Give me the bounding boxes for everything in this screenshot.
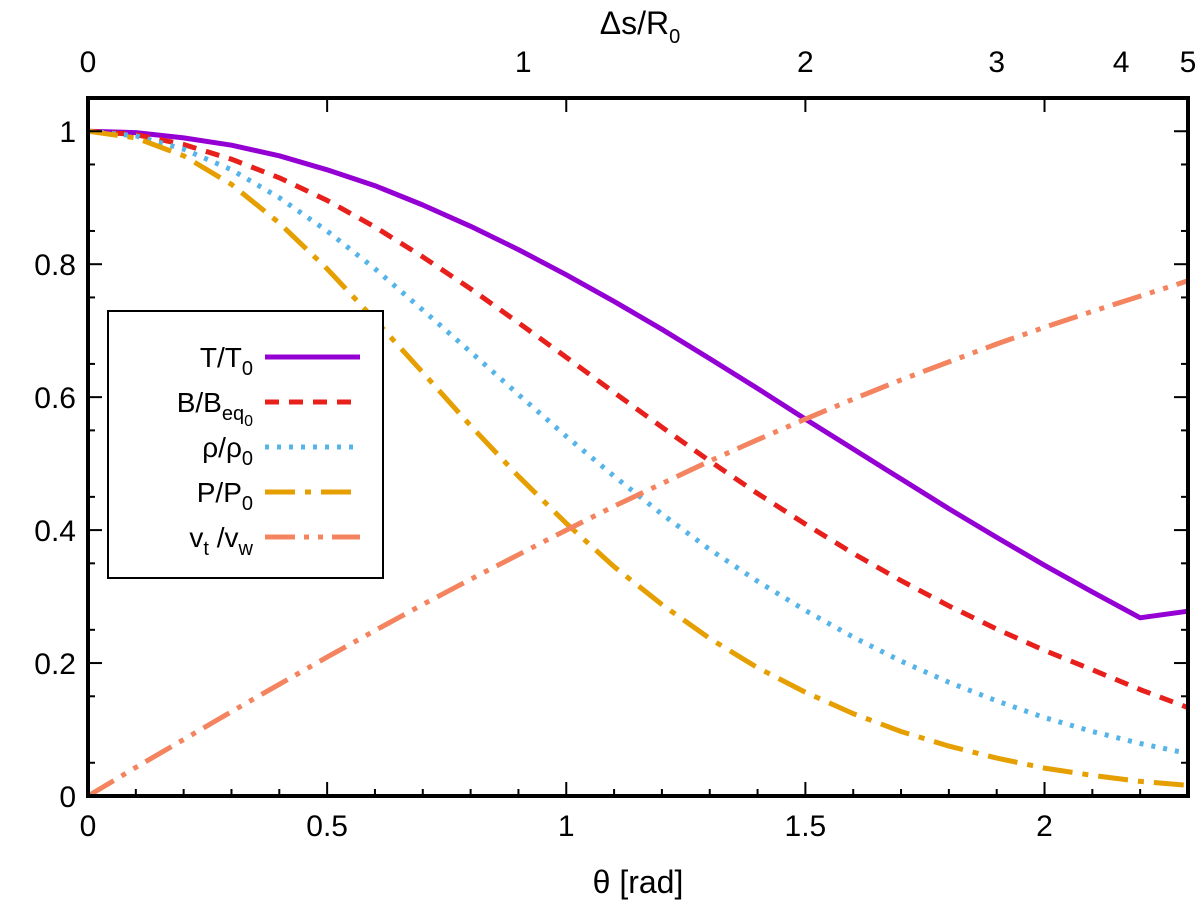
- y-tick-label: 0.6: [34, 382, 76, 415]
- legend-label-base: ρ/ρ: [202, 432, 242, 463]
- legend-label-mid: /v: [209, 522, 239, 553]
- top-axis-label-base: Δs/R: [600, 5, 669, 41]
- legend-label-sub: 0: [242, 493, 253, 515]
- ticks-layer: 0 0.5 1 1.5 2 0 0.2 0.4 0.6 0.8 1 0 1 2 3 4 5: [34, 46, 1196, 843]
- legend-label-sub2: w: [238, 538, 254, 560]
- series-line-3: [87, 128, 1189, 756]
- x-tick-label: 2: [1036, 810, 1053, 843]
- legend-label-4: P/P0: [197, 477, 253, 515]
- top-axis-label-sub: 0: [669, 26, 680, 48]
- x-tick-label: 0.5: [306, 810, 348, 843]
- top-tick-label: 1: [515, 46, 532, 79]
- top-axis-label: Δs/R0: [600, 5, 681, 48]
- top-tick-label: 3: [988, 46, 1005, 79]
- legend-label-2: B/Beq0: [177, 387, 253, 430]
- legend-label-base: v: [189, 522, 203, 553]
- legend-label-1: T/T0: [200, 342, 253, 380]
- x-axis-label: θ [rad]: [593, 864, 684, 900]
- plot-frame: [86, 96, 1190, 798]
- legend-label-base: B/B: [177, 387, 222, 418]
- y-tick-label: 1: [59, 116, 76, 149]
- top-tick-label: 0: [80, 46, 97, 79]
- legend-label-5: vt /vw: [189, 522, 253, 560]
- y-tick-label: 0.4: [34, 515, 76, 548]
- legend-label-base: P/P: [197, 477, 242, 508]
- legend-label-sub: 0: [242, 358, 253, 380]
- legend-label-base: T/T: [200, 342, 242, 373]
- top-tick-label: 5: [1180, 46, 1197, 79]
- x-tick-label: 1: [558, 810, 575, 843]
- x-tick-label: 1.5: [785, 810, 827, 843]
- legend-label-3: ρ/ρ0: [202, 432, 253, 470]
- y-tick-label: 0.2: [34, 648, 76, 681]
- x-tick-label: 0: [80, 810, 97, 843]
- legend-label-sub: 0: [242, 448, 253, 470]
- series-line-1: [87, 128, 1189, 621]
- legend-label-sub: eq: [222, 403, 244, 425]
- top-tick-label: 4: [1113, 46, 1130, 79]
- legend-label-subsub: 0: [244, 413, 253, 430]
- series-line-2: [87, 128, 1189, 710]
- y-tick-label: 0.8: [34, 249, 76, 282]
- series-line-4: [87, 128, 1189, 788]
- curves-layer: [86, 128, 1189, 799]
- series-line-5: [86, 278, 1189, 799]
- y-tick-label: 0: [59, 781, 76, 814]
- legend-label-sub: t: [203, 538, 209, 560]
- top-tick-label: 2: [797, 46, 814, 79]
